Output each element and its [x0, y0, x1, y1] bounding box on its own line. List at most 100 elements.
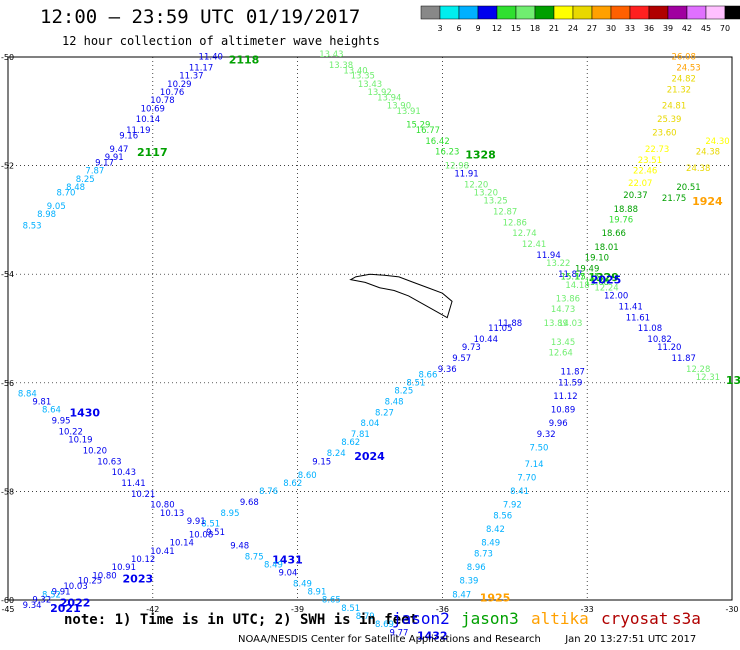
wave-height-value: 8.52 — [42, 590, 61, 600]
wave-height-value: 11.87 — [561, 368, 585, 378]
wave-height-value: 10.63 — [97, 457, 121, 467]
legend-jason2: jason2 — [392, 609, 450, 628]
scale-label: 3 — [437, 24, 442, 33]
wave-height-value: 9.95 — [52, 417, 71, 427]
track-time-label: 2118 — [229, 54, 260, 67]
wave-height-value: 10.41 — [150, 547, 174, 557]
track-time-label: 1924 — [692, 195, 723, 208]
legend-altika: altika — [531, 609, 589, 628]
wave-height-value: 10.80 — [150, 501, 174, 511]
wave-height-value: 24.30 — [705, 137, 729, 147]
wave-height-value: 24.53 — [676, 64, 700, 74]
wave-height-value: 9.34 — [23, 601, 42, 611]
wave-height-value: 10.14 — [170, 539, 194, 549]
wave-height-value: 11.05 — [488, 324, 512, 334]
scale-label: 15 — [511, 24, 521, 33]
wave-height-value: 9.91 — [105, 153, 124, 163]
legend-jason3: jason3 — [461, 609, 519, 628]
wave-height-value: 23.60 — [652, 129, 676, 139]
track-time-label: 1430 — [69, 407, 100, 420]
wave-height-value: 8.62 — [341, 438, 360, 448]
wave-height-value: 13.92 — [367, 88, 391, 98]
track-time-label: 2024 — [354, 450, 385, 463]
wave-height-value: 10.14 — [136, 115, 160, 125]
wave-height-value: 9.48 — [230, 541, 249, 551]
wave-height-value: 8.42 — [486, 525, 505, 535]
wave-height-value: 24.81 — [662, 102, 686, 112]
scale-label: 18 — [530, 24, 540, 33]
wave-height-value: 10.78 — [150, 96, 174, 106]
wave-height-value: 10.76 — [160, 88, 184, 98]
wave-height-value: 14.18 — [565, 281, 589, 291]
wave-height-value: 9.81 — [32, 398, 51, 408]
wave-height-value: 10.22 — [59, 427, 83, 437]
wave-height-value: 7.92 — [503, 501, 522, 511]
wave-height-value: 10.29 — [167, 80, 191, 90]
wave-height-value: 13.90 — [387, 102, 411, 112]
wave-height-value: 26.08 — [672, 53, 696, 63]
wave-height-value: 9.32 — [537, 430, 556, 440]
wave-height-value: 9.17 — [95, 159, 114, 169]
wave-height-value: 15.68 — [585, 278, 609, 288]
wave-height-value: 11.08 — [638, 324, 662, 334]
wave-height-value: 12.31 — [696, 373, 720, 383]
credit-line: NOAA/NESDIS Center for Satellite Applica… — [238, 634, 696, 645]
wave-height-value: 10.12 — [131, 555, 155, 565]
wave-height-value: 9.73 — [462, 343, 481, 353]
track-time-label: 1330 — [726, 374, 740, 387]
wave-height-value: 11.12 — [553, 392, 577, 402]
scale-label: 36 — [644, 24, 654, 33]
scale-label: 9 — [475, 24, 480, 33]
wave-height-value: 12.28 — [686, 365, 710, 375]
scale-label: 12 — [492, 24, 502, 33]
wave-height-value: 13.45 — [551, 338, 575, 348]
wave-height-value: 13.20 — [474, 188, 498, 198]
wave-height-value: 16.77 — [416, 126, 440, 136]
wave-height-value: 14.73 — [551, 305, 575, 315]
wave-height-value: 8.51 — [341, 604, 360, 614]
wave-height-value: 25.39 — [657, 115, 681, 125]
wave-height-value: 11.41 — [618, 302, 642, 312]
wave-height-value: 19.10 — [585, 254, 609, 264]
wave-height-value: 7.70 — [517, 474, 536, 484]
wave-height-value: 20.51 — [676, 183, 700, 193]
wave-height-value: 7.87 — [85, 167, 104, 177]
wave-height-value: 8.66 — [418, 370, 437, 380]
wave-height-value: 9.47 — [110, 145, 129, 155]
credit-text: NOAA/NESDIS Center for Satellite Applica… — [238, 634, 541, 645]
wave-height-value: 13.25 — [483, 197, 507, 207]
scale-label: 24 — [568, 24, 578, 33]
wave-height-value: 9.77 — [389, 628, 408, 638]
wave-height-value: 13.94 — [377, 93, 401, 103]
wave-height-value: 16.23 — [435, 148, 459, 158]
track-time-label: 1432 — [417, 629, 448, 642]
legend-s3a: s3a — [672, 609, 701, 628]
track-t1330: 15.1515.6812.2412.0011.4111.6111.0810.82… — [575, 273, 740, 387]
lon-label: -30 — [725, 605, 738, 614]
wave-height-value: 9.51 — [206, 528, 225, 538]
wave-height-value: 9.68 — [240, 498, 259, 508]
wave-height-value: 22.07 — [628, 179, 652, 189]
track-time-label: 2023 — [123, 572, 154, 585]
footnote: note: 1) Time is in UTC; 2) SWH is in fe… — [64, 612, 419, 628]
wave-height-value: 8.49 — [481, 539, 500, 549]
wave-height-value: 11.59 — [558, 379, 582, 389]
scale-label: 70 — [720, 24, 730, 33]
wave-height-value: 13.40 — [343, 66, 367, 76]
wave-height-value: 8.96 — [467, 563, 486, 573]
wave-height-value: 9.91 — [187, 517, 206, 527]
wave-height-value: 8.70 — [56, 188, 75, 198]
wave-height-value: 10.44 — [474, 335, 498, 345]
wave-height-value: 12.64 — [548, 349, 572, 359]
wave-height-value: 11.17 — [189, 64, 213, 74]
wave-height-value: 22.73 — [645, 145, 669, 155]
wave-height-value: 8.98 — [37, 210, 56, 220]
wave-height-value: 8.27 — [375, 408, 394, 418]
wave-height-value: 8.51 — [201, 520, 220, 530]
wave-height-value: 11.19 — [126, 126, 150, 136]
wave-height-value: 8.41 — [510, 487, 529, 497]
wave-height-value: 13.22 — [546, 259, 570, 269]
